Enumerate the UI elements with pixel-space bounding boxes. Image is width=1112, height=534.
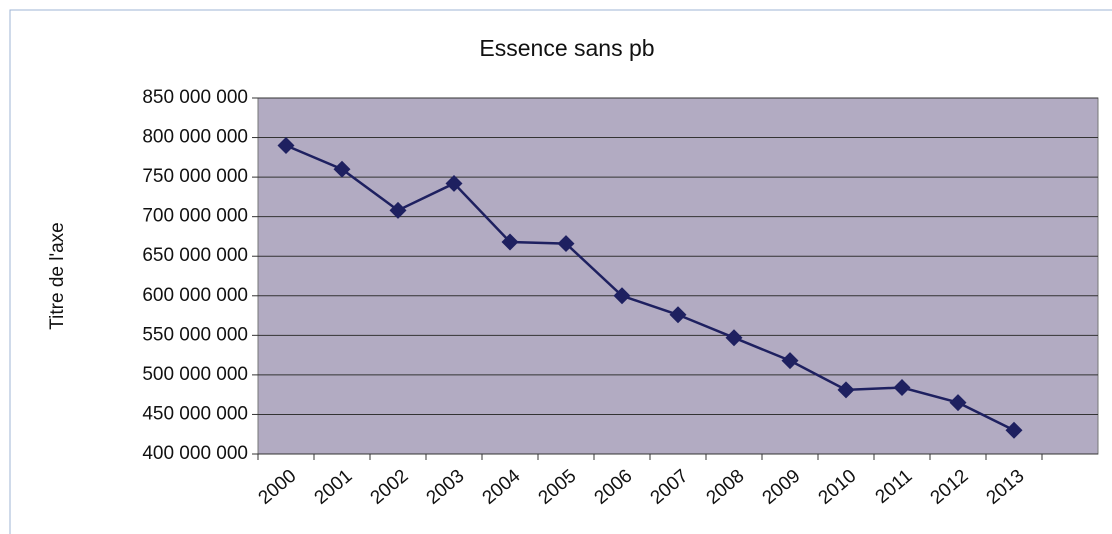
data-point — [669, 306, 687, 324]
data-point — [725, 329, 743, 347]
y-tick-label: 750 000 000 — [142, 166, 248, 187]
y-tick-label: 550 000 000 — [142, 324, 248, 345]
y-tick-label: 450 000 000 — [142, 403, 248, 424]
y-tick-label: 850 000 000 — [142, 87, 248, 108]
data-point — [949, 394, 967, 412]
plot-area — [257, 97, 1099, 455]
chart-title: Essence sans pb — [479, 35, 654, 61]
series-line — [285, 144, 1015, 432]
y-tick-label: 650 000 000 — [142, 245, 248, 266]
data-point — [389, 201, 407, 219]
data-point — [333, 160, 351, 178]
data-point — [893, 379, 911, 397]
y-tick-label: 600 000 000 — [142, 285, 248, 306]
data-point — [557, 235, 575, 253]
data-point — [501, 233, 519, 251]
y-tick-label: 800 000 000 — [142, 127, 248, 148]
data-point — [1005, 421, 1023, 439]
y-tick-label: 700 000 000 — [142, 206, 248, 227]
data-point — [837, 381, 855, 399]
data-point — [613, 287, 631, 305]
y-tick-label: 500 000 000 — [142, 364, 248, 385]
data-point — [781, 352, 799, 370]
y-axis-label: Titre de l'axe — [47, 222, 68, 329]
data-point — [277, 136, 295, 154]
y-tick-label: 400 000 000 — [142, 443, 248, 464]
data-point — [445, 174, 463, 192]
